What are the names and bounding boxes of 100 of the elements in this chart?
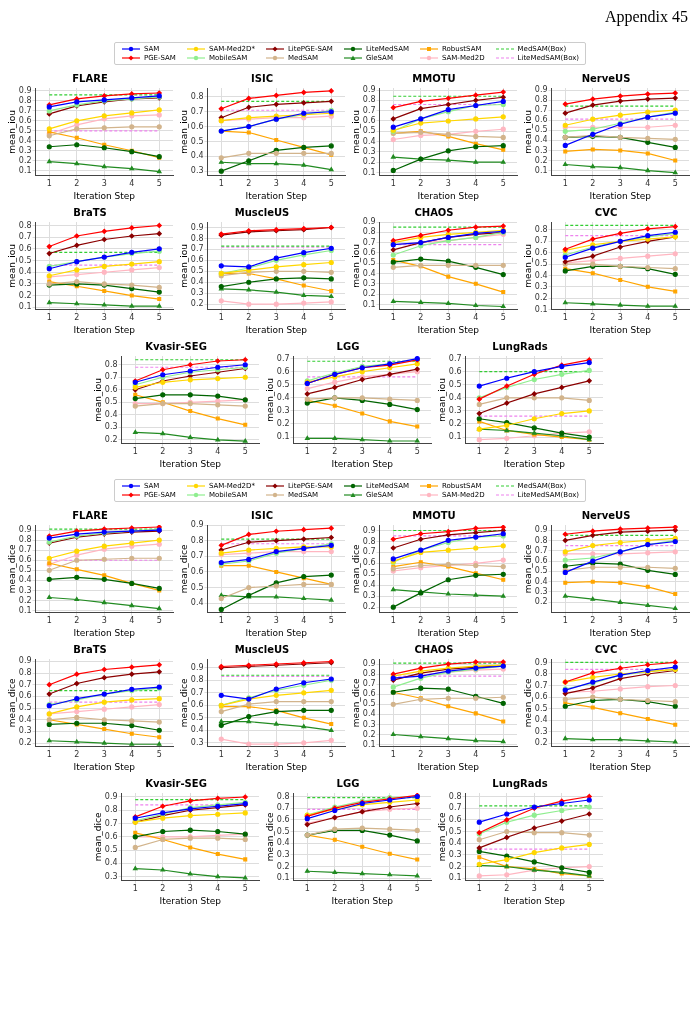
y-axis-title: mean_iou — [522, 243, 533, 288]
y-tick-label: 0.4 — [362, 268, 376, 278]
x-tick-label: 5 — [156, 313, 162, 323]
x-tick-label: 3 — [617, 179, 623, 189]
x-tick-label: 4 — [645, 313, 651, 323]
chart-title: Kvasir-SEG — [145, 777, 207, 789]
y-tick-label: 0.1 — [362, 167, 376, 177]
y-axis-title: mean_iou — [178, 243, 189, 288]
y-tick-label: 0.1 — [276, 873, 290, 883]
y-axis-title: mean_dice — [436, 811, 447, 862]
y-tick-label: 0.1 — [448, 873, 462, 883]
x-tick-label: 5 — [500, 750, 506, 760]
x-tick-label: 4 — [387, 884, 393, 894]
y-tick-label: 0.3 — [362, 719, 376, 729]
y-tick-label: 0.8 — [190, 91, 204, 101]
x-axis-title: Iteration Step — [73, 190, 136, 201]
x-axis-title: Iteration Step — [417, 324, 480, 335]
y-tick-label: 0.9 — [190, 662, 204, 672]
y-tick-label: 0.4 — [362, 709, 376, 719]
y-tick-label: 0.1 — [18, 605, 32, 615]
y-axis-title: mean_iou — [92, 377, 103, 422]
x-tick-label: 1 — [390, 313, 396, 323]
x-tick-label: 1 — [390, 750, 396, 760]
y-tick-label: 0.8 — [18, 535, 32, 545]
y-tick-label: 0.4 — [362, 580, 376, 590]
x-tick-label: 3 — [101, 616, 107, 626]
x-tick-label: 4 — [473, 313, 479, 323]
y-axis-title: mean_iou — [350, 109, 361, 154]
x-tick-label: 4 — [473, 616, 479, 626]
x-tick-label: 1 — [132, 447, 138, 457]
y-tick-label: 0.9 — [534, 657, 548, 667]
x-tick-label: 4 — [301, 313, 307, 323]
chart-title: FLARE — [72, 72, 108, 84]
y-tick-label: 0.8 — [190, 233, 204, 243]
x-tick-label: 2 — [246, 750, 252, 760]
y-tick-label: 0.6 — [190, 567, 204, 577]
x-tick-label: 3 — [531, 447, 537, 457]
x-tick-label: 2 — [246, 179, 252, 189]
x-tick-label: 4 — [215, 447, 221, 457]
x-tick-label: 5 — [672, 616, 678, 626]
x-tick-label: 3 — [101, 179, 107, 189]
x-tick-label: 5 — [156, 750, 162, 760]
x-tick-label: 5 — [500, 616, 506, 626]
y-tick-label: 0.8 — [534, 535, 548, 545]
x-tick-label: 2 — [590, 179, 596, 189]
x-tick-label: 2 — [74, 179, 80, 189]
x-tick-label: 1 — [218, 616, 224, 626]
chart-title: LGG — [336, 777, 360, 789]
y-tick-label: 0.2 — [18, 155, 32, 165]
y-tick-label: 0.3 — [18, 145, 32, 155]
y-tick-label: 0.9 — [104, 792, 118, 802]
y-tick-label: 0.8 — [534, 669, 548, 679]
x-tick-label: 2 — [160, 447, 166, 457]
x-axis-title: Iteration Step — [245, 324, 308, 335]
y-tick-label: 0.6 — [18, 691, 32, 701]
x-tick-label: 3 — [101, 750, 107, 760]
x-tick-label: 5 — [328, 616, 334, 626]
y-tick-label: 0.2 — [448, 419, 462, 429]
x-tick-label: 2 — [332, 884, 338, 894]
chart-title: MMOTU — [412, 509, 456, 521]
x-axis-title: Iteration Step — [331, 895, 394, 906]
chart-title: ISIC — [251, 509, 273, 521]
y-tick-label: 0.9 — [18, 86, 32, 96]
x-tick-label: 1 — [562, 313, 568, 323]
y-tick-label: 0.4 — [104, 409, 118, 419]
y-tick-label: 0.1 — [18, 165, 32, 175]
y-tick-label: 0.3 — [534, 145, 548, 155]
y-tick-label: 0.7 — [18, 679, 32, 689]
x-axis-title: Iteration Step — [589, 190, 652, 201]
y-tick-label: 0.5 — [18, 125, 32, 135]
x-tick-label: 4 — [129, 179, 135, 189]
x-tick-label: 1 — [476, 884, 482, 894]
x-tick-label: 4 — [645, 179, 651, 189]
y-axis-title: mean_dice — [6, 543, 17, 594]
y-axis-title: mean_dice — [522, 677, 533, 728]
x-tick-label: 2 — [504, 884, 510, 894]
y-tick-label: 0.3 — [18, 278, 32, 288]
x-axis-title: Iteration Step — [159, 458, 222, 469]
y-tick-label: 0.7 — [534, 545, 548, 555]
chart-title: CVC — [594, 643, 618, 655]
y-axis-title: mean_iou — [436, 377, 447, 422]
x-tick-label: 4 — [129, 313, 135, 323]
y-tick-label: 0.3 — [18, 726, 32, 736]
y-tick-label: 0.7 — [362, 547, 376, 557]
y-tick-label: 0.3 — [104, 871, 118, 881]
x-axis-title: Iteration Step — [589, 324, 652, 335]
y-tick-label: 0.3 — [190, 288, 204, 298]
x-tick-label: 5 — [672, 179, 678, 189]
y-tick-label: 0.5 — [276, 826, 290, 836]
y-tick-label: 0.6 — [534, 692, 548, 702]
y-tick-label: 0.8 — [362, 95, 376, 105]
x-tick-label: 2 — [74, 750, 80, 760]
y-axis-title: mean_dice — [92, 811, 103, 862]
y-tick-label: 0.3 — [362, 591, 376, 601]
y-tick-label: 0.2 — [104, 434, 118, 444]
y-tick-label: 0.6 — [448, 366, 462, 376]
y-tick-label: 0.7 — [362, 679, 376, 689]
y-tick-label: 0.2 — [190, 299, 204, 309]
text: Appendix 45 — [604, 8, 688, 25]
y-tick-label: 0.9 — [190, 520, 204, 530]
